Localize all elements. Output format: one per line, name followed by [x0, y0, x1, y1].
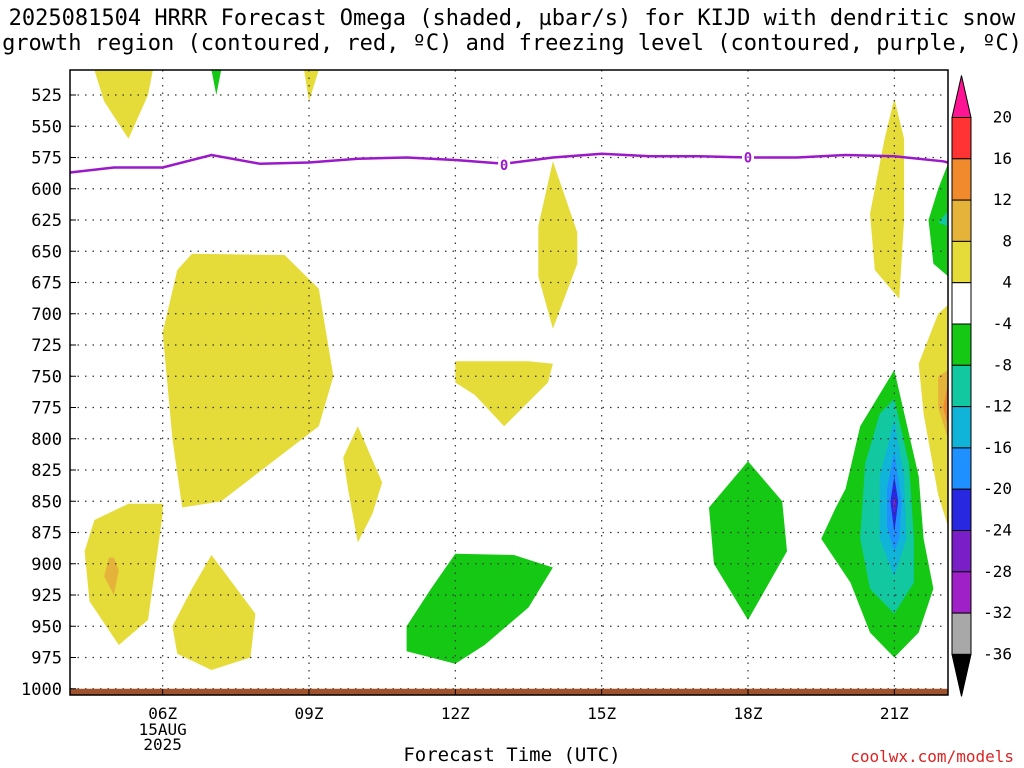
y-tick-label: 975 — [31, 649, 62, 669]
colorbar-swatch — [951, 488, 972, 532]
colorbar-swatch — [951, 406, 972, 449]
colorbar-swatch — [951, 199, 972, 242]
x-tick-label: 06Z — [148, 704, 177, 723]
y-tick-label: 675 — [31, 274, 62, 294]
y-tick-label: 950 — [31, 617, 62, 637]
x-tick-label: 09Z — [295, 704, 324, 723]
omega-shaded-regions — [84, 70, 948, 670]
colorbar-swatch — [951, 158, 972, 201]
omega-region-3 — [162, 253, 334, 508]
omega-region-1 — [304, 70, 319, 102]
x-tick-label: 12Z — [441, 704, 470, 723]
omega-region-16 — [938, 370, 948, 439]
colorbar-label: 8 — [1002, 231, 1012, 250]
y-tick-label: 625 — [31, 211, 62, 231]
y-axis-pressure: 525 550 575 600 625 650 675 700 725 750 775 800 825 8… — [21, 86, 76, 700]
omega-region-14 — [938, 211, 948, 227]
omega-region-15 — [918, 305, 948, 527]
omega-region-8 — [455, 361, 553, 427]
omega-region-10 — [406, 553, 553, 664]
x-axis-label: Forecast Time (UTC) — [403, 744, 621, 766]
x-tick-label: 15Z — [587, 704, 616, 723]
y-tick-label: 825 — [31, 461, 62, 481]
colorbar-label: 20 — [993, 108, 1012, 127]
x-tick-sublabel: 15AUG — [139, 720, 187, 739]
y-tick-label: 575 — [31, 149, 62, 169]
colorbar-arrow-top — [951, 75, 972, 118]
colorbar-label: -8 — [993, 355, 1012, 374]
colorbar-label: -36 — [983, 644, 1012, 663]
contour-label-bg — [742, 149, 755, 165]
x-tick-label: 18Z — [734, 704, 763, 723]
colorbar-swatch — [951, 571, 972, 614]
colorbar-arrow-bottom — [951, 653, 972, 697]
omega-region-6 — [172, 555, 256, 670]
title-line-1: 2025081504 HRRR Forecast Omega (shaded, … — [8, 6, 1016, 31]
colorbar-label: -32 — [983, 603, 1012, 622]
colorbar-label: -28 — [983, 562, 1012, 581]
colorbar-swatch — [951, 240, 972, 284]
credit-link[interactable]: coolwx.com/models — [850, 747, 1014, 766]
omega-region-9 — [538, 161, 578, 329]
x-tick-sublabel: 2025 — [143, 735, 182, 754]
x-tick-label: 21Z — [880, 704, 909, 723]
omega-region-13 — [928, 163, 948, 277]
colorbar-swatch — [951, 117, 972, 160]
surface-ground-strip — [70, 688, 948, 695]
y-tick-label: 725 — [31, 336, 62, 356]
y-tick-label: 1000 — [21, 680, 62, 700]
y-tick-label: 650 — [31, 242, 62, 262]
omega-colorbar-legend: 20 16 12 8 4 -4 -8 -12 -16 -20 -24 -28 -32 -36 — [951, 75, 1012, 697]
omega-region-5 — [104, 557, 119, 595]
y-tick-label: 600 — [31, 180, 62, 200]
y-tick-label: 525 — [31, 86, 62, 106]
plot-frame — [69, 69, 949, 696]
y-tick-label: 775 — [31, 399, 62, 419]
omega-region-0 — [94, 70, 153, 139]
colorbar-swatch — [951, 323, 972, 366]
colorbar-swatch — [951, 447, 972, 490]
freezing-level-line — [69, 152, 949, 174]
y-tick-label: 550 — [31, 117, 62, 137]
colorbar-label: -12 — [983, 397, 1012, 416]
colorbar-label: -24 — [983, 521, 1012, 540]
omega-region-17 — [943, 382, 948, 427]
omega-region-12 — [870, 98, 905, 299]
freezing-level-label: 0 — [500, 158, 508, 174]
y-tick-label: 800 — [31, 430, 62, 450]
colorbar-label: 4 — [1002, 273, 1012, 292]
colorbar-swatch — [951, 364, 972, 408]
y-tick-label: 750 — [31, 367, 62, 387]
title-line-2: growth region (contoured, red, ºC) and f… — [2, 31, 1022, 56]
chart-title: 2025081504 HRRR Forecast Omega (shaded, … — [0, 6, 1024, 56]
contour-label-bg — [498, 157, 511, 172]
colorbar-label: 16 — [993, 149, 1012, 168]
omega-region-2 — [211, 70, 222, 95]
y-tick-label: 700 — [31, 305, 62, 325]
omega-region-23 — [892, 495, 896, 514]
colorbar-label: -20 — [983, 479, 1012, 498]
y-tick-label: 875 — [31, 524, 62, 544]
omega-region-7 — [343, 426, 383, 543]
colorbar-swatch — [951, 612, 972, 655]
y-tick-label: 850 — [31, 492, 62, 512]
surface-strip — [70, 688, 948, 695]
y-tick-label: 900 — [31, 555, 62, 575]
y-tick-label: 925 — [31, 586, 62, 606]
colorbar-label: -16 — [983, 438, 1012, 457]
colorbar-label: -4 — [993, 314, 1012, 333]
colorbar-swatch — [951, 282, 972, 325]
omega-region-4 — [84, 503, 163, 645]
colorbar-label: 12 — [993, 190, 1012, 209]
colorbar-swatch — [951, 530, 972, 573]
freezing-level-label: 0 — [744, 151, 752, 167]
